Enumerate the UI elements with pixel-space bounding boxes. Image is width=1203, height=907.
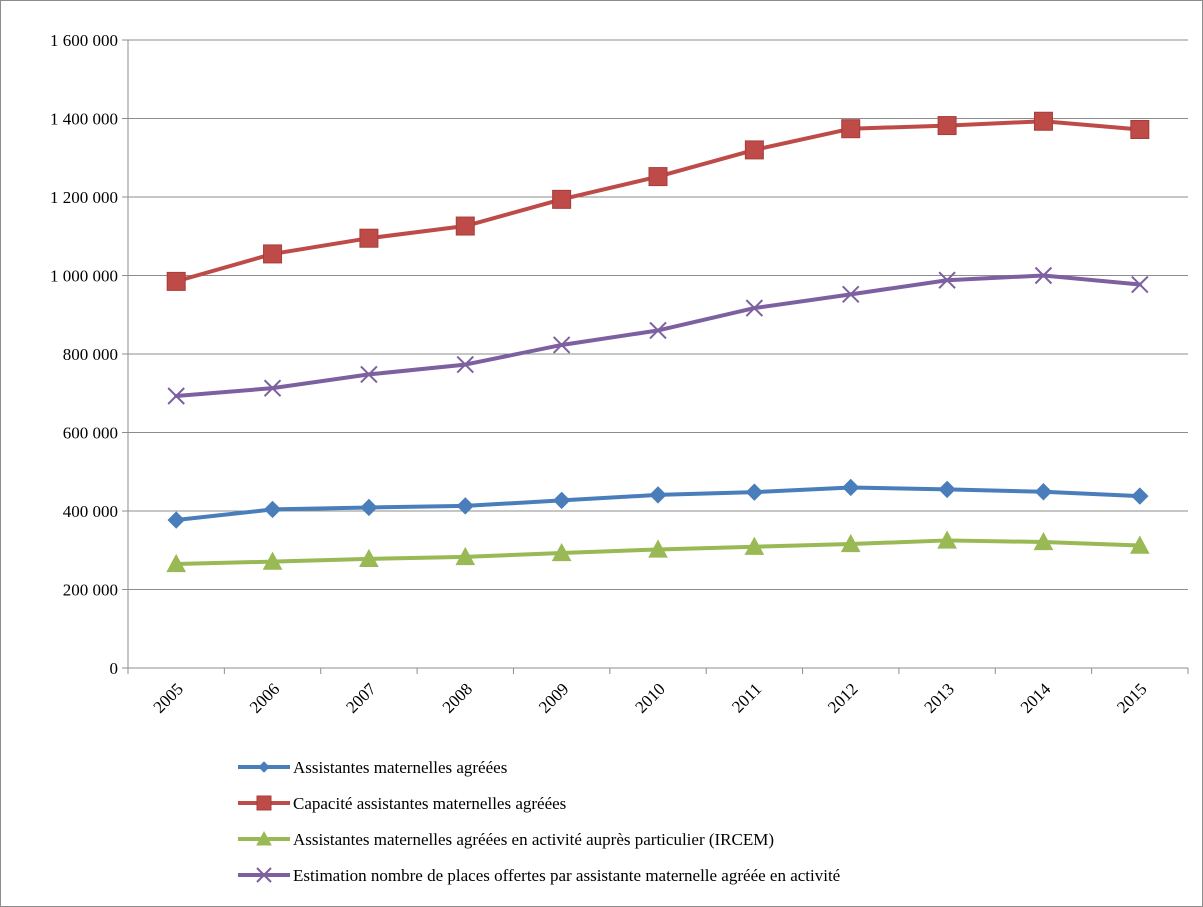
x-marker [256,867,272,883]
x-tick-label: 2011 [728,679,765,716]
series-square [166,111,1150,291]
square-marker [455,216,475,236]
y-tick-label: 600 000 [63,424,118,443]
legend-entry: Estimation nombre de places offertes par… [238,866,840,885]
diamond-marker [1131,487,1149,505]
x-marker [938,271,956,289]
triangle-marker [744,536,765,555]
x-tick-label: 2010 [631,679,668,716]
triangle-marker [455,546,476,566]
square-marker [256,795,272,811]
triangle-marker [937,530,957,549]
y-tick-label: 400 000 [63,502,118,521]
legend-entry: Assistantes maternelles agréées en activ… [238,830,774,849]
diamond-marker [842,478,860,497]
triangle-marker [1129,535,1150,554]
triangle-marker [359,548,379,568]
diamond-marker [263,500,282,519]
square-marker [937,116,957,136]
legend-label: Estimation nombre de places offertes par… [293,866,840,885]
square-marker [166,271,186,291]
series-x [167,266,1149,405]
legend-label: Assistantes maternelles agréées [293,758,507,777]
series-line [174,119,1142,284]
x-tick-label: 2006 [246,679,283,716]
triangle-marker [840,533,861,553]
legend-entry: Capacité assistantes maternelles agréées [238,794,566,813]
y-tick-label: 1 200 000 [50,188,118,207]
square-marker [552,189,572,209]
legend-entry: Assistantes maternelles agréées [238,758,507,777]
x-tick-label: 2014 [1017,679,1055,717]
x-tick-label: 2007 [342,679,380,717]
triangle-marker [551,542,572,562]
series-triangle [166,530,1150,573]
x-marker [456,355,474,374]
x-tick-label: 2005 [150,679,187,716]
square-marker [648,167,668,187]
y-tick-label: 1 600 000 [50,31,118,50]
legend-label: Assistantes maternelles agréées en activ… [293,830,774,849]
diamond-marker [258,761,270,773]
x-tick-label: 2012 [824,679,861,716]
diamond-marker [938,480,956,499]
square-marker [744,140,764,160]
y-tick-label: 800 000 [63,345,118,364]
x-marker [167,387,185,405]
diamond-marker [1034,483,1053,501]
series-diamond [167,478,1149,529]
x-marker [360,365,378,384]
y-tick-label: 200 000 [63,581,118,600]
square-marker [263,244,283,264]
square-marker [359,228,379,248]
axes: 0 200 000 400 000 600 000 800 000 1 000 000 1 … [50,31,1189,717]
gridlines [128,39,1188,590]
y-tick-label: 1 400 000 [50,110,118,129]
x-tick-label: 2009 [535,679,572,716]
x-tick-label: 2013 [920,679,957,716]
x-tick-label: 2015 [1113,679,1150,716]
legend: Assistantes maternelles agréées Capacité … [238,758,840,885]
square-marker [1033,111,1053,131]
triangle-marker [262,551,283,570]
diamond-marker [360,498,378,517]
legend-label: Capacité assistantes maternelles agréées [293,794,566,813]
x-marker [1131,275,1149,294]
x-marker [842,285,860,304]
x-marker [745,299,764,317]
triangle-marker [1033,531,1054,551]
triangle-marker [256,830,272,846]
x-marker [1034,266,1053,285]
x-tick-label: 2008 [439,679,476,716]
series-lines [166,111,1150,573]
diamond-marker [745,483,764,501]
square-marker [841,119,861,139]
diamond-marker [167,511,185,529]
diamond-marker [456,497,474,515]
triangle-marker [648,539,668,558]
y-tick-label: 0 [110,659,119,678]
x-marker [649,321,667,340]
diamond-marker [552,491,571,510]
series-line [174,273,1142,398]
y-tick-label: 1 000 000 [50,267,118,286]
square-marker [1130,119,1150,139]
triangle-marker [166,553,187,573]
diamond-marker [649,486,667,504]
x-marker [552,336,571,354]
x-marker [263,379,282,397]
